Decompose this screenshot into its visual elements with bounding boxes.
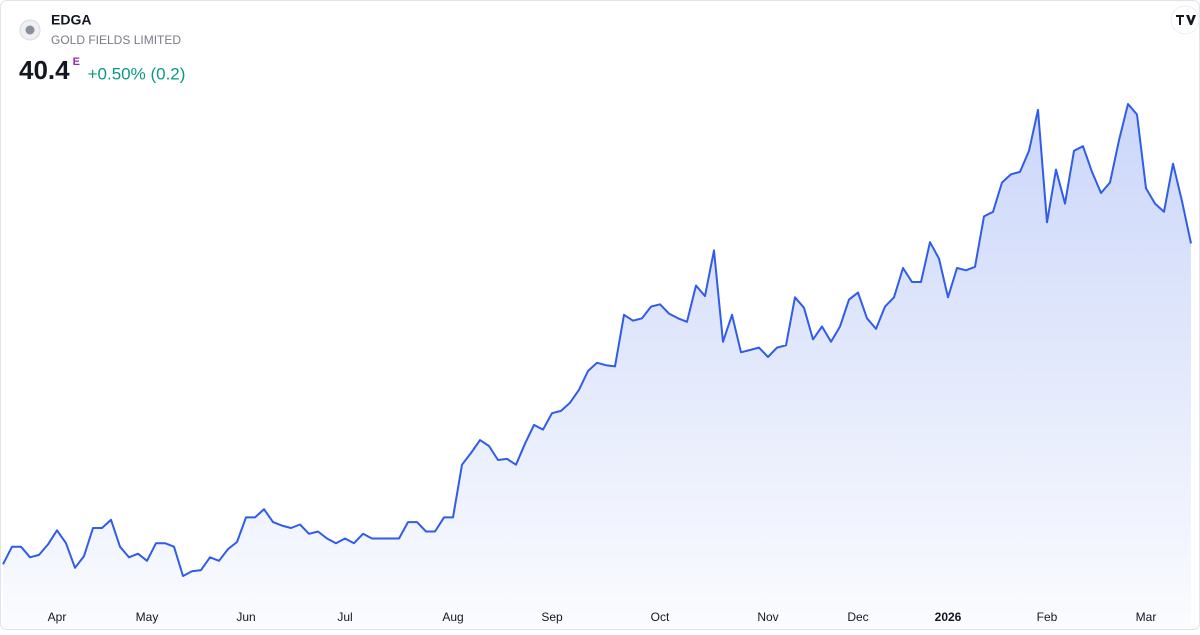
x-tick-label: 2026 xyxy=(935,610,962,624)
x-tick-label: Apr xyxy=(48,610,67,624)
x-tick-label: Mar xyxy=(1136,610,1157,624)
area-fill xyxy=(3,104,1191,628)
x-tick-label: Feb xyxy=(1037,610,1058,624)
price-change: +0.50% (0.2) xyxy=(88,64,186,83)
x-tick-label: Nov xyxy=(757,610,778,624)
brand-logo xyxy=(1176,15,1196,25)
price-line xyxy=(2,103,1192,577)
x-tick-label: Oct xyxy=(651,610,670,624)
plot: Apr May Jun Jul Aug Sep Oct Nov Dec 2026 Feb Mar xyxy=(2,103,1192,628)
x-tick-label: Sep xyxy=(541,610,563,624)
company-name: GOLD FIELDS LIMITED xyxy=(51,33,181,47)
brand-badge[interactable] xyxy=(1170,5,1200,35)
price-flag: E xyxy=(73,56,80,68)
x-tick-label: Dec xyxy=(847,610,868,624)
logo-mark xyxy=(25,25,35,35)
x-tick-label: Aug xyxy=(442,610,463,624)
last-price: 40.4 xyxy=(19,55,70,85)
x-tick-label: May xyxy=(136,610,159,624)
x-tick-label: Jun xyxy=(236,610,255,624)
x-tick-label: Jul xyxy=(337,610,352,624)
symbol: EDGA xyxy=(51,12,91,28)
